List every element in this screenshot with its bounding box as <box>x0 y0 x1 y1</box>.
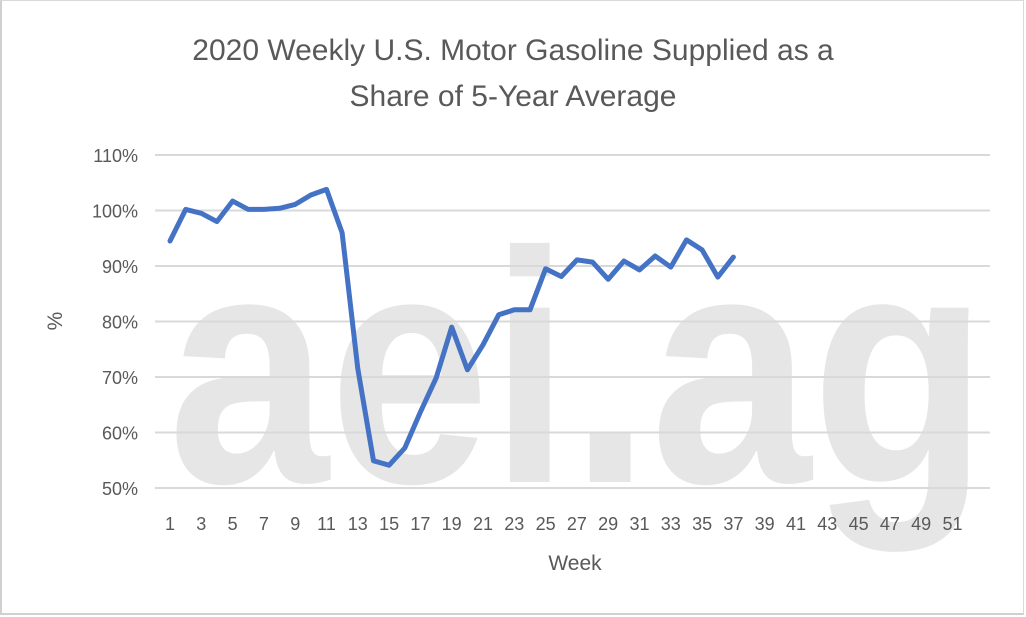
x-tick-label: 13 <box>348 514 368 534</box>
x-tick-label: 33 <box>661 514 681 534</box>
y-tick-label: 110% <box>93 146 138 166</box>
y-tick-label: 50% <box>102 479 138 499</box>
y-axis-title: % <box>44 312 67 331</box>
x-tick-label: 11 <box>317 514 336 534</box>
x-tick-label: 19 <box>442 514 462 534</box>
x-tick-label: 49 <box>911 514 931 534</box>
watermark-text: aei.ag <box>168 183 988 554</box>
x-axis-title: Week <box>548 552 602 575</box>
x-tick-label: 5 <box>228 514 238 534</box>
y-tick-label: 70% <box>102 368 138 388</box>
x-tick-label: 7 <box>259 514 269 534</box>
watermark: aei.ag <box>168 183 988 554</box>
x-tick-label: 39 <box>755 514 775 534</box>
x-tick-label: 51 <box>942 514 962 534</box>
x-tick-label: 15 <box>379 514 399 534</box>
x-tick-label: 9 <box>290 514 300 534</box>
y-tick-label: 80% <box>102 313 138 333</box>
x-tick-label: 41 <box>786 514 806 534</box>
x-tick-label: 3 <box>196 514 206 534</box>
x-tick-label: 35 <box>692 514 712 534</box>
x-tick-label: 29 <box>598 514 618 534</box>
chart-title: 2020 Weekly U.S. Motor Gasoline Supplied… <box>0 28 1026 120</box>
x-tick-label: 37 <box>723 514 743 534</box>
y-axis-ticks: 50% 60% 70% 80% 90% 100% 110% <box>92 146 138 499</box>
chart-title-line-2: Share of 5-Year Average <box>349 80 677 113</box>
x-axis-ticks: 1 3 5 7 9 11 13 15 17 19 21 23 25 27 29 31 33 35 37 39 41 43 4… <box>165 514 963 534</box>
x-tick-label: 31 <box>629 514 649 534</box>
x-tick-label: 25 <box>536 514 556 534</box>
x-tick-label: 43 <box>817 514 837 534</box>
y-tick-label: 90% <box>102 257 138 277</box>
x-tick-label: 17 <box>410 514 430 534</box>
x-tick-label: 27 <box>567 514 587 534</box>
x-tick-label: 47 <box>880 514 900 534</box>
x-tick-label: 21 <box>473 514 493 534</box>
data-series <box>167 186 736 468</box>
y-tick-label: 60% <box>102 424 138 444</box>
x-tick-label: 1 <box>165 514 175 534</box>
y-tick-label: 100% <box>92 202 138 222</box>
series-line <box>167 186 736 468</box>
chart-title-line-1: 2020 Weekly U.S. Motor Gasoline Supplied… <box>192 34 834 67</box>
x-tick-label: 23 <box>504 514 524 534</box>
x-tick-label: 45 <box>849 514 869 534</box>
